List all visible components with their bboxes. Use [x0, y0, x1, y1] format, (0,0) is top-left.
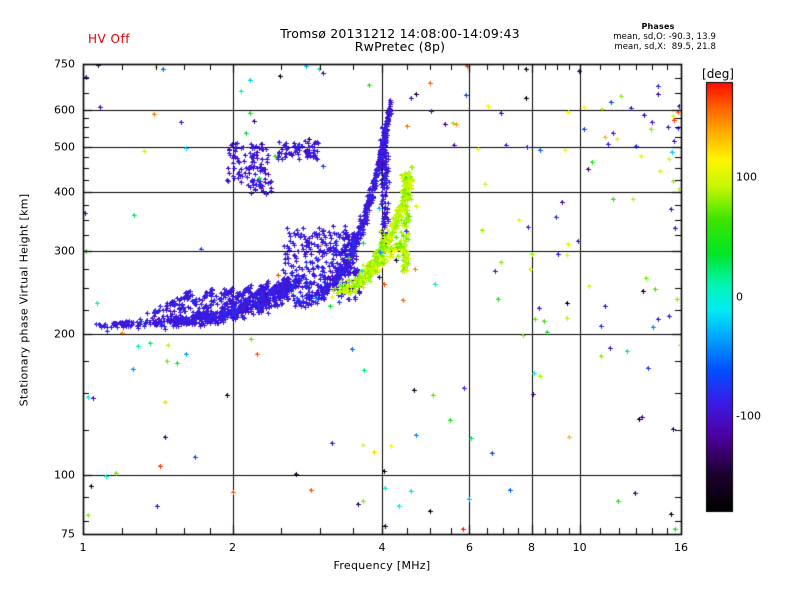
x-axis-label: Frequency [MHz]	[333, 559, 431, 572]
x-tick-label: 16	[674, 541, 688, 554]
y-tick-label: 600	[54, 103, 75, 117]
phases-x-stats: mean, sd,X: 89.5, 21.8	[614, 42, 716, 52]
y-tick-label: 75	[61, 527, 75, 541]
hv-status-label: HV Off	[88, 32, 130, 46]
y-tick-label: 500	[54, 140, 75, 154]
plot-title-line2: RwPretec (8p)	[354, 39, 446, 54]
colorbar-tick-label: 100	[736, 170, 757, 184]
x-tick-label: 10	[572, 541, 587, 554]
x-tick-label: 8	[528, 541, 535, 554]
phases-o-stats: mean, sd,O: -90.3, 13.9	[613, 32, 716, 42]
y-tick-label: 100	[54, 468, 75, 482]
y-tick-label: 200	[54, 327, 75, 341]
colorbar-tick-label: 0	[736, 290, 743, 303]
plot-title-line1: Tromsø 20131212 14:08:00-14:09:43	[280, 26, 520, 41]
y-tick-label: 750	[54, 57, 75, 71]
x-tick-label: 1	[79, 541, 87, 554]
y-tick-label: 300	[54, 244, 75, 258]
colorbar-unit-label: [deg]	[702, 67, 734, 81]
x-tick-label: 6	[465, 541, 473, 554]
phases-heading: Phases	[641, 22, 675, 31]
y-axis-label: Stationary phase Virtual Height [km]	[17, 193, 31, 407]
x-tick-label: 4	[378, 541, 386, 554]
x-tick-label: 2	[229, 541, 236, 554]
y-tick-label: 400	[54, 185, 75, 199]
colorbar-tick-label: -100	[736, 409, 761, 423]
